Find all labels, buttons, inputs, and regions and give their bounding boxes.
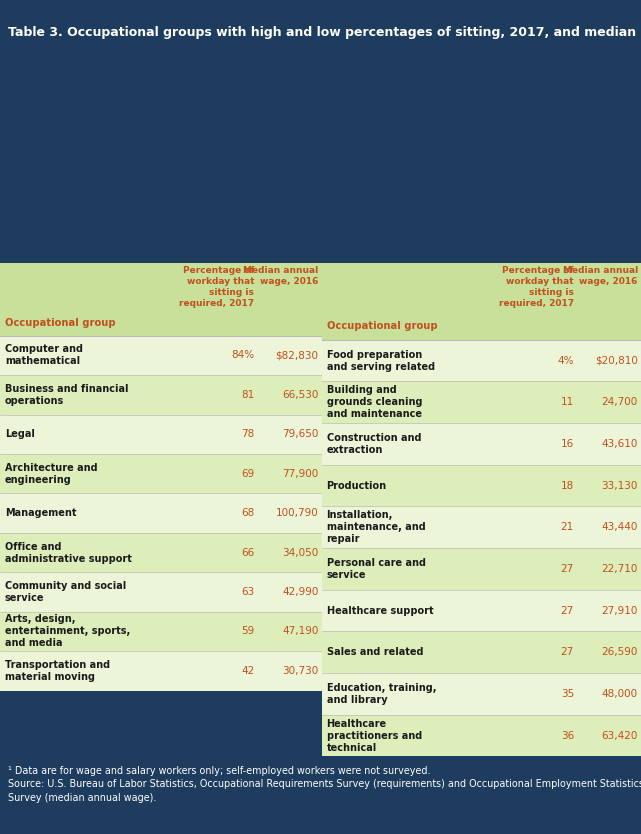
Bar (322, 548, 641, 590)
Text: 11: 11 (561, 397, 574, 407)
Text: 27: 27 (561, 564, 574, 574)
Text: Table 3. Occupational groups with high and low percentages of sitting, 2017, and: Table 3. Occupational groups with high a… (8, 26, 641, 39)
Text: 34,050: 34,050 (282, 548, 319, 558)
Text: Arts, design,
entertainment, sports,
and media: Arts, design, entertainment, sports, and… (5, 615, 130, 648)
Bar (0, 572, 322, 611)
Bar (0, 454, 322, 494)
Bar (0, 494, 322, 533)
Text: Healthcare
practitioners and
technical: Healthcare practitioners and technical (326, 719, 422, 752)
Text: Occupational group: Occupational group (5, 318, 115, 328)
Bar (0, 651, 322, 691)
Text: 24,700: 24,700 (601, 397, 638, 407)
Text: Building and
grounds cleaning
and maintenance: Building and grounds cleaning and mainte… (326, 385, 422, 420)
Text: 59: 59 (241, 626, 254, 636)
Text: 66: 66 (241, 548, 254, 558)
Bar (0, 611, 322, 651)
Text: Percentage of
workday that
sitting is
required, 2017: Percentage of workday that sitting is re… (499, 266, 574, 309)
Text: Computer and
mathematical: Computer and mathematical (5, 344, 83, 366)
Bar (0, 375, 322, 414)
Bar (322, 423, 641, 465)
Bar (0, 414, 322, 454)
Text: 22,710: 22,710 (601, 564, 638, 574)
Bar (322, 715, 641, 756)
Text: 78: 78 (241, 430, 254, 440)
Text: Community and social
service: Community and social service (5, 581, 126, 603)
Text: Legal: Legal (5, 430, 35, 440)
Text: Management: Management (5, 508, 76, 518)
Bar (322, 263, 641, 339)
Bar (322, 381, 641, 423)
Text: 47,190: 47,190 (282, 626, 319, 636)
Bar (322, 631, 641, 673)
Text: Business and financial
operations: Business and financial operations (5, 384, 128, 406)
Text: 79,650: 79,650 (282, 430, 319, 440)
Text: 81: 81 (241, 389, 254, 399)
Text: $82,830: $82,830 (276, 350, 319, 360)
Text: 18: 18 (561, 480, 574, 490)
Text: 21: 21 (561, 522, 574, 532)
Text: Installation,
maintenance, and
repair: Installation, maintenance, and repair (326, 510, 426, 545)
Text: 27: 27 (561, 647, 574, 657)
Text: 26,590: 26,590 (601, 647, 638, 657)
Text: Education, training,
and library: Education, training, and library (326, 683, 436, 705)
Text: Median annual
wage, 2016: Median annual wage, 2016 (244, 266, 319, 286)
Text: High percentages
of sitting: High percentages of sitting (22, 146, 244, 190)
Text: 42,990: 42,990 (282, 587, 319, 597)
Text: 84%: 84% (231, 350, 254, 360)
Text: 77,900: 77,900 (282, 469, 319, 479)
Bar (322, 506, 641, 548)
Text: Office and
administrative support: Office and administrative support (5, 541, 131, 564)
Text: Transportation and
material moving: Transportation and material moving (5, 660, 110, 682)
Text: $20,810: $20,810 (595, 355, 638, 365)
Text: 16: 16 (561, 439, 574, 449)
Bar (322, 339, 641, 381)
Text: Production: Production (326, 480, 387, 490)
Text: Healthcare support: Healthcare support (326, 605, 433, 615)
Text: 48,000: 48,000 (602, 689, 638, 699)
Bar (322, 590, 641, 631)
Text: 43,610: 43,610 (601, 439, 638, 449)
Text: Low percentages of
sitting: Low percentages of sitting (344, 146, 591, 190)
Text: 43,440: 43,440 (601, 522, 638, 532)
Bar (0, 533, 322, 572)
Text: 36: 36 (561, 731, 574, 741)
Bar (322, 673, 641, 715)
Text: Percentage of
workday that
sitting is
required, 2017: Percentage of workday that sitting is re… (179, 266, 254, 309)
Text: 33,130: 33,130 (601, 480, 638, 490)
Text: Architecture and
engineering: Architecture and engineering (5, 463, 97, 485)
Text: Food preparation
and serving related: Food preparation and serving related (326, 349, 435, 372)
Text: ¹ Data are for wage and salary workers only; self-employed workers were not surv: ¹ Data are for wage and salary workers o… (8, 766, 641, 803)
Text: Personal care and
service: Personal care and service (326, 558, 426, 580)
Bar (322, 465, 641, 506)
Bar (0, 263, 322, 335)
Text: 69: 69 (241, 469, 254, 479)
Text: Occupational group: Occupational group (326, 321, 437, 331)
Text: 63: 63 (241, 587, 254, 597)
Text: 100,790: 100,790 (276, 508, 319, 518)
Bar (0, 335, 322, 375)
Text: 66,530: 66,530 (282, 389, 319, 399)
Text: 30,730: 30,730 (282, 666, 319, 676)
Text: Sales and related: Sales and related (326, 647, 423, 657)
Text: 27,910: 27,910 (601, 605, 638, 615)
Text: 35: 35 (561, 689, 574, 699)
Text: 4%: 4% (558, 355, 574, 365)
Text: Construction and
extraction: Construction and extraction (326, 433, 421, 455)
Text: 63,420: 63,420 (601, 731, 638, 741)
Text: 42: 42 (241, 666, 254, 676)
Text: 68: 68 (241, 508, 254, 518)
Text: 27: 27 (561, 605, 574, 615)
Text: Median annual
wage, 2016: Median annual wage, 2016 (563, 266, 638, 286)
